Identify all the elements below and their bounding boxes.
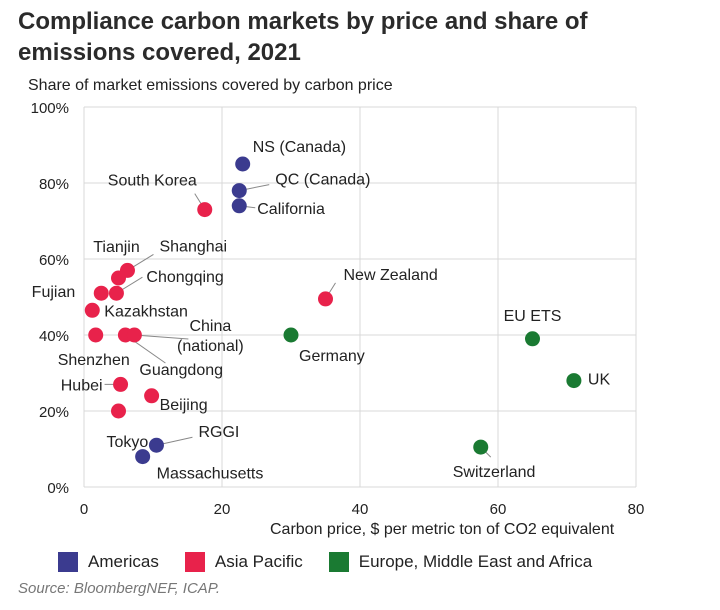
label-germany: Germany [299, 348, 365, 365]
y-tick-label-40: 40% [39, 328, 69, 345]
x-tick-label-20: 20 [214, 501, 231, 518]
label-china-national-line-0: China [189, 318, 231, 335]
point-labels: NS (Canada) QC (Canada) California RGGI Mass… [32, 139, 611, 483]
legend-swatch-americas [58, 552, 78, 572]
label-new-zealand: New Zealand [344, 267, 438, 284]
label-switzerland: Switzerland [453, 464, 536, 481]
source-note: Source: BloombergNEF, ICAP. [18, 580, 221, 597]
label-south-korea: South Korea [108, 173, 197, 190]
legend-swatch-asia-pacific [184, 552, 205, 572]
legend-label-emea: Europe, Middle East and Africa [358, 552, 593, 571]
x-tick-label-80: 80 [628, 501, 645, 518]
label-tianjin: Tianjin [93, 239, 140, 256]
y-tick-label-80: 80% [39, 176, 69, 193]
point-california [231, 198, 247, 214]
leader-china-national [134, 334, 189, 340]
chart-title: Compliance carbon markets by price and s… [18, 8, 588, 66]
label-california: California [257, 201, 325, 218]
label-tokyo: Tokyo [107, 434, 149, 451]
y-axis-label: Share of market emissions covered by car… [28, 77, 393, 94]
legend-swatch-emea [328, 552, 349, 572]
legend-label-americas: Americas [88, 552, 159, 571]
x-tick-label-60: 60 [490, 501, 507, 518]
leader-lines [104, 184, 492, 458]
point-hubei [113, 376, 129, 392]
x-axis-label: Carbon price, $ per metric ton of CO2 eq… [270, 521, 615, 538]
label-massachusetts: Massachusetts [157, 466, 264, 483]
legend-label-asia-pacific: Asia Pacific [214, 552, 303, 571]
point-tokyo [111, 403, 126, 419]
label-eu-ets: EU ETS [504, 308, 562, 325]
legend-item-americas: Americas [58, 552, 159, 572]
legend-item-asia-pacific: Asia Pacific [184, 552, 303, 572]
y-tick-label-100: 100% [31, 100, 69, 117]
point-beijing [144, 388, 160, 404]
point-germany [283, 327, 299, 343]
point-rggi [148, 437, 164, 453]
label-hubei: Hubei [61, 377, 103, 394]
axis-layer: 0% 20% 40% 60% 80% 100% 0 20 40 60 80 Share of mark… [28, 77, 644, 538]
point-uk [566, 373, 582, 389]
y-tick-label-20: 20% [39, 404, 69, 421]
point-fujian [93, 285, 109, 301]
x-tick-label-0: 0 [80, 501, 88, 518]
point-switzerland [473, 439, 489, 455]
label-qc-canada: QC (Canada) [275, 172, 370, 189]
label-uk: UK [588, 372, 611, 389]
point-eu-ets [525, 331, 540, 347]
y-tick-label-60: 60% [39, 252, 69, 269]
legend-item-emea: Europe, Middle East and Africa [328, 552, 593, 572]
point-kazakhstan [84, 302, 100, 318]
legend: Americas Asia Pacific Europe, Middle Eas… [58, 550, 618, 574]
point-qc-canada [231, 183, 247, 199]
grid-layer [83, 106, 637, 488]
label-ns-canada: NS (Canada) [253, 139, 346, 156]
label-china-national: China (national) [177, 318, 244, 355]
label-rggi: RGGI [198, 424, 239, 441]
point-new-zealand [318, 291, 333, 307]
point-shenzhen [88, 327, 104, 343]
point-ns-canada [235, 156, 251, 172]
label-chongqing: Chongqing [146, 269, 223, 286]
point-chongqing [108, 285, 124, 301]
point-massachusetts [135, 449, 151, 465]
label-guangdong: Guangdong [139, 362, 223, 379]
label-fujian: Fujian [32, 284, 76, 301]
point-south-korea [197, 202, 213, 218]
point-china-national [126, 327, 142, 343]
label-china-national-line-1: (national) [177, 338, 244, 355]
label-shanghai: Shanghai [159, 238, 227, 255]
label-kazakhstan: Kazakhstan [104, 303, 188, 320]
x-tick-label-40: 40 [352, 501, 369, 518]
label-shenzhen: Shenzhen [58, 352, 130, 369]
y-tick-label-0: 0% [47, 480, 69, 497]
label-beijing: Beijing [160, 397, 208, 414]
data-points [84, 156, 582, 465]
point-shanghai [119, 262, 135, 278]
